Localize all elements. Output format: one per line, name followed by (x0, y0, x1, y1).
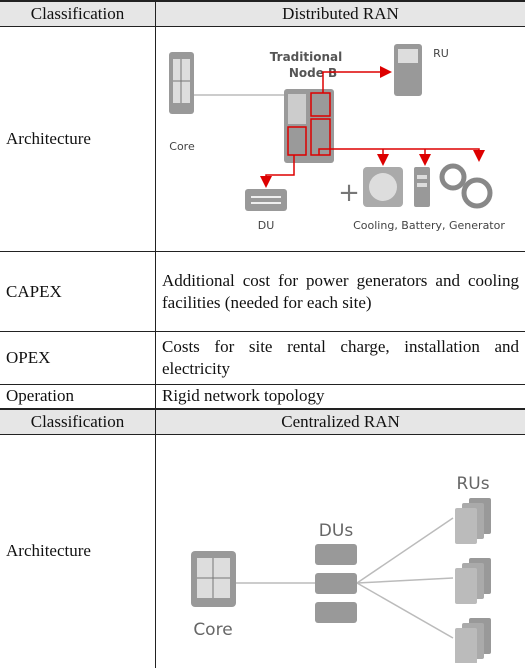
label: Core (169, 140, 195, 153)
ru-icon (394, 44, 422, 96)
row: Architecture Core (0, 434, 525, 668)
header-row: Classification Centralized RAN (0, 409, 525, 435)
header-row: Classification Distributed RAN (0, 1, 525, 27)
header-cell: Classification (0, 1, 156, 27)
row-label: Operation (0, 385, 156, 409)
label: Traditional (270, 50, 342, 64)
diagram: Core Traditional Node B (156, 27, 525, 246)
header-cell: Centralized RAN (156, 409, 525, 435)
header-cell: Distributed RAN (156, 1, 525, 27)
gears-icon (442, 166, 490, 206)
battery-icon (414, 167, 430, 207)
header-cell: Classification (0, 409, 156, 435)
core-icon (169, 52, 194, 114)
row-text: Costs for site rental charge, installati… (156, 332, 525, 385)
label: RUs (456, 474, 489, 494)
row: Architecture Core Traditional Node B (0, 27, 525, 252)
fan-icon (363, 167, 403, 207)
label: DU (258, 219, 275, 232)
label: RU (433, 47, 449, 60)
diagram: Core DUs RUs (156, 435, 525, 663)
ru-icons (455, 498, 491, 663)
row: OPEX Costs for site rental charge, insta… (0, 332, 525, 385)
row-text: Rigid network topology (156, 385, 525, 409)
row-label: Architecture (0, 27, 156, 252)
row-text: Additional cost for power generators and… (156, 252, 525, 332)
core-icon (191, 551, 236, 607)
plus: + (338, 178, 360, 208)
diagram-cell: Core Traditional Node B (156, 27, 525, 252)
row-label: OPEX (0, 332, 156, 385)
du-icon (245, 189, 287, 211)
node-b-icon (284, 89, 334, 163)
du-icons (315, 544, 357, 623)
label: DUs (319, 521, 354, 541)
diagram-cell: Core DUs RUs (156, 434, 525, 668)
row-label: CAPEX (0, 252, 156, 332)
row-label: Architecture (0, 434, 156, 668)
label: Cooling, Battery, Generator (353, 219, 505, 232)
row: Operation Rigid network topology (0, 385, 525, 409)
label: Core (193, 620, 232, 640)
label: Node B (289, 66, 337, 80)
row: CAPEX Additional cost for power generato… (0, 252, 525, 332)
